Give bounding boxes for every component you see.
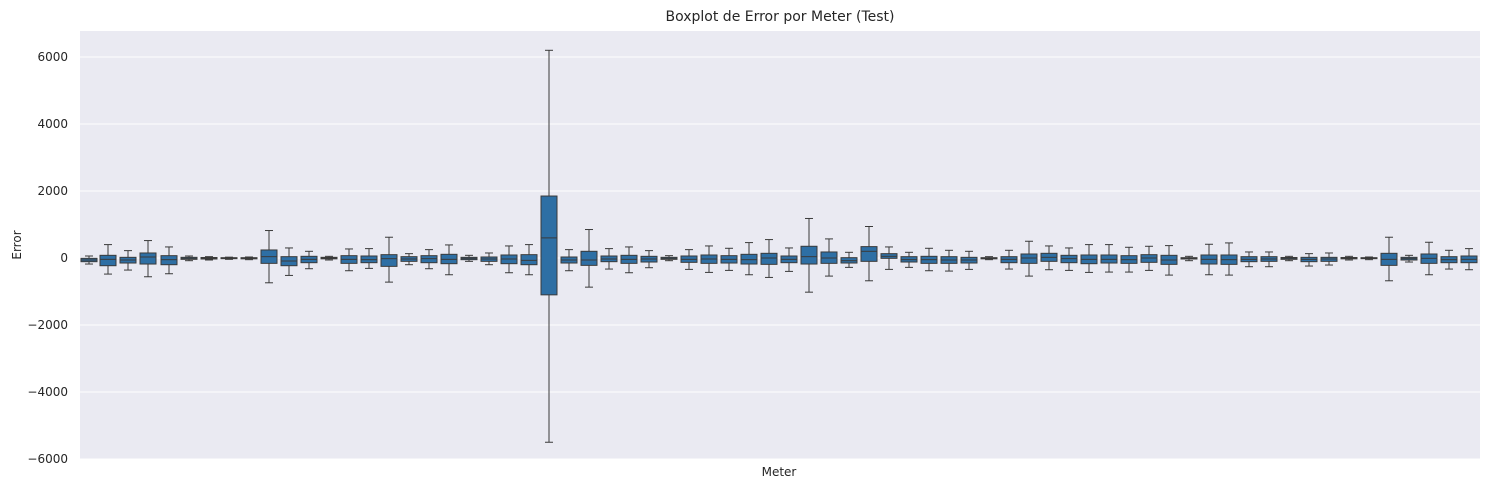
y-tick-label: 4000 xyxy=(37,117,68,131)
box-51 xyxy=(1080,244,1098,273)
box-2 xyxy=(99,244,117,275)
box-iqr xyxy=(540,195,558,296)
box-68 xyxy=(1420,241,1438,276)
box-32 xyxy=(700,245,718,273)
box-39 xyxy=(840,251,858,268)
box-15 xyxy=(360,248,378,269)
box-53 xyxy=(1120,246,1138,273)
box-62 xyxy=(1300,253,1318,267)
box-1 xyxy=(80,255,98,265)
box-33 xyxy=(720,247,738,271)
box-23 xyxy=(520,244,538,276)
y-tick-label: 6000 xyxy=(37,50,68,64)
box-58 xyxy=(1220,242,1238,276)
box-19 xyxy=(440,244,458,276)
box-55 xyxy=(1160,245,1178,276)
box-21 xyxy=(480,252,498,266)
box-46 xyxy=(980,256,998,261)
box-iqr xyxy=(380,254,398,267)
box-iqr xyxy=(139,252,157,265)
box-iqr xyxy=(1140,254,1158,263)
box-60 xyxy=(1260,251,1278,268)
box-iqr xyxy=(760,252,778,265)
box-40 xyxy=(860,226,878,282)
chart-title: Boxplot de Error por Meter (Test) xyxy=(666,9,895,25)
box-iqr xyxy=(160,255,178,266)
box-34 xyxy=(740,242,758,276)
y-axis-label: Error xyxy=(10,230,24,259)
y-tick-label: 2000 xyxy=(37,184,68,198)
box-66 xyxy=(1380,236,1398,282)
plot-area xyxy=(80,31,1480,459)
y-tick-label: 0 xyxy=(60,251,68,265)
boxes xyxy=(80,49,1478,443)
box-49 xyxy=(1040,245,1058,271)
box-12 xyxy=(300,250,318,270)
box-4 xyxy=(139,240,157,278)
box-iqr xyxy=(740,253,758,265)
box-36 xyxy=(780,247,798,272)
box-iqr xyxy=(800,245,818,265)
box-22 xyxy=(500,245,518,274)
box-20 xyxy=(460,254,478,262)
box-67 xyxy=(1400,254,1418,263)
box-35 xyxy=(760,239,778,278)
x-axis-label: Meter xyxy=(762,465,797,479)
box-29 xyxy=(640,250,658,269)
box-50 xyxy=(1060,247,1078,271)
y-tick-label: −2000 xyxy=(27,318,68,332)
box-54 xyxy=(1140,245,1158,271)
box-52 xyxy=(1100,244,1118,273)
box-3 xyxy=(119,250,137,271)
box-8 xyxy=(220,256,238,260)
box-41 xyxy=(880,246,898,270)
y-tick-label: −4000 xyxy=(27,385,68,399)
box-6 xyxy=(180,255,198,262)
box-24 xyxy=(540,49,558,443)
box-16 xyxy=(380,236,398,283)
box-31 xyxy=(680,249,698,270)
box-38 xyxy=(820,238,838,277)
box-iqr xyxy=(99,254,117,267)
box-iqr xyxy=(580,250,598,266)
box-25 xyxy=(560,249,578,272)
box-18 xyxy=(420,249,438,270)
box-iqr xyxy=(860,246,878,262)
box-65 xyxy=(1360,256,1378,261)
box-48 xyxy=(1020,240,1038,277)
y-tick-label: −6000 xyxy=(27,452,68,466)
box-13 xyxy=(320,255,338,261)
box-64 xyxy=(1340,255,1358,261)
box-iqr xyxy=(420,255,438,264)
box-17 xyxy=(400,253,418,266)
box-27 xyxy=(600,248,618,270)
y-tick-labels: −6000 −4000 −2000 0 2000 4000 6000 xyxy=(27,50,68,466)
box-26 xyxy=(580,229,598,288)
box-56 xyxy=(1180,255,1198,262)
box-45 xyxy=(960,250,978,270)
box-9 xyxy=(240,256,258,261)
box-44 xyxy=(940,249,958,272)
box-61 xyxy=(1280,255,1298,262)
box-10 xyxy=(260,230,278,284)
box-69 xyxy=(1440,249,1458,270)
box-63 xyxy=(1320,252,1338,266)
box-iqr xyxy=(1020,253,1038,264)
box-57 xyxy=(1200,243,1218,276)
box-7 xyxy=(200,256,218,261)
box-28 xyxy=(620,246,638,274)
box-37 xyxy=(800,217,818,293)
box-47 xyxy=(1000,249,1018,270)
box-30 xyxy=(660,255,678,262)
box-70 xyxy=(1460,248,1478,271)
box-59 xyxy=(1240,251,1258,268)
box-11 xyxy=(280,247,298,276)
box-5 xyxy=(160,246,178,275)
box-43 xyxy=(920,247,938,272)
box-iqr xyxy=(520,254,538,266)
box-42 xyxy=(900,251,918,268)
box-14 xyxy=(340,248,358,272)
